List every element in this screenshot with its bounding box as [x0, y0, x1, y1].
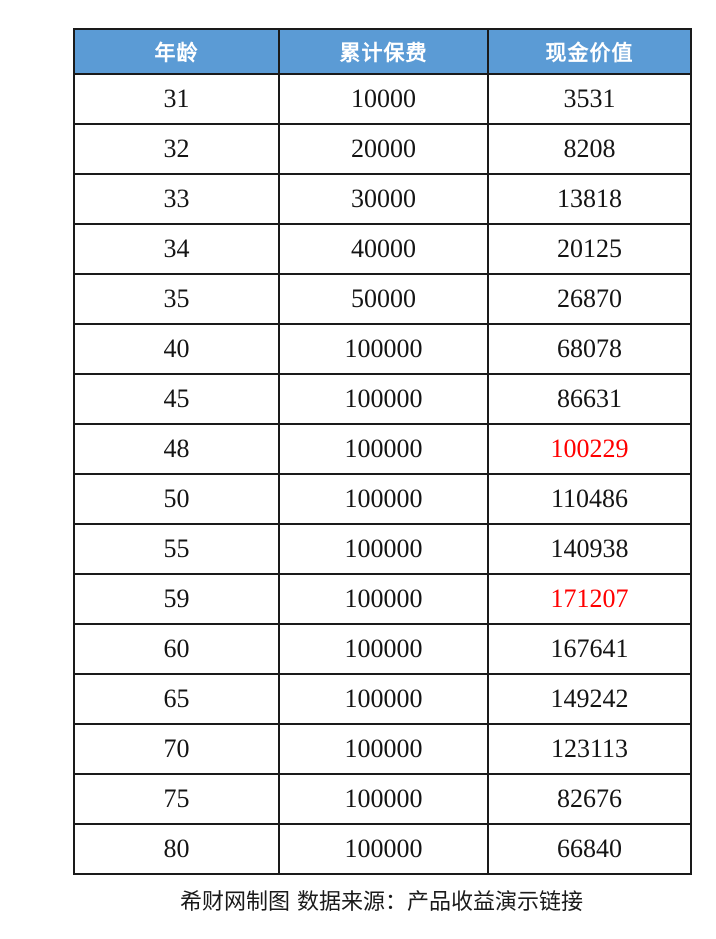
table-row: 31 10000 3531	[73, 73, 692, 125]
table-row: 75 100000 82676	[73, 773, 692, 825]
cell-cash-value: 100229	[487, 423, 692, 475]
cell-age: 33	[73, 173, 280, 225]
cell-cash-value: 66840	[487, 823, 692, 875]
cell-premium: 100000	[278, 723, 489, 775]
table-row: 40 100000 68078	[73, 323, 692, 375]
cash-value-table: 年龄 累计保费 现金价值 31 10000 3531 32 20000 8208 33 300…	[73, 28, 692, 875]
table-row: 45 100000 86631	[73, 373, 692, 425]
cell-age: 40	[73, 323, 280, 375]
cell-premium: 10000	[278, 73, 489, 125]
cell-premium: 40000	[278, 223, 489, 275]
cell-cash-value: 82676	[487, 773, 692, 825]
cell-cash-value: 149242	[487, 673, 692, 725]
table-row: 80 100000 66840	[73, 823, 692, 875]
cell-premium: 50000	[278, 273, 489, 325]
cell-age: 55	[73, 523, 280, 575]
cell-age: 80	[73, 823, 280, 875]
cell-age: 59	[73, 573, 280, 625]
cell-cash-value: 110486	[487, 473, 692, 525]
cell-cash-value: 8208	[487, 123, 692, 175]
cell-age: 75	[73, 773, 280, 825]
cell-age: 31	[73, 73, 280, 125]
table-row: 50 100000 110486	[73, 473, 692, 525]
table-row: 60 100000 167641	[73, 623, 692, 675]
table-row: 59 100000 171207	[73, 573, 692, 625]
cell-premium: 100000	[278, 823, 489, 875]
table-row: 34 40000 20125	[73, 223, 692, 275]
table-row: 55 100000 140938	[73, 523, 692, 575]
source-caption: 希财网制图 数据来源：产品收益演示链接	[180, 890, 583, 915]
cell-age: 70	[73, 723, 280, 775]
cell-age: 60	[73, 623, 280, 675]
cell-age: 50	[73, 473, 280, 525]
header-row: 年龄 累计保费 现金价值	[73, 28, 692, 75]
cell-cash-value: 68078	[487, 323, 692, 375]
cell-age: 65	[73, 673, 280, 725]
cell-premium: 30000	[278, 173, 489, 225]
cell-age: 32	[73, 123, 280, 175]
cell-cash-value: 13818	[487, 173, 692, 225]
table-row: 32 20000 8208	[73, 123, 692, 175]
col-header-cash-value: 现金价值	[487, 28, 692, 75]
cell-premium: 20000	[278, 123, 489, 175]
col-header-age: 年龄	[73, 28, 280, 75]
cell-cash-value: 26870	[487, 273, 692, 325]
cell-premium: 100000	[278, 573, 489, 625]
cell-cash-value: 86631	[487, 373, 692, 425]
table-row: 65 100000 149242	[73, 673, 692, 725]
cell-cash-value: 167641	[487, 623, 692, 675]
cell-cash-value: 3531	[487, 73, 692, 125]
cell-premium: 100000	[278, 373, 489, 425]
cell-premium: 100000	[278, 623, 489, 675]
cell-premium: 100000	[278, 423, 489, 475]
col-header-premium: 累计保费	[278, 28, 489, 75]
table-row: 70 100000 123113	[73, 723, 692, 775]
cell-cash-value: 20125	[487, 223, 692, 275]
cell-cash-value: 123113	[487, 723, 692, 775]
cell-age: 48	[73, 423, 280, 475]
cell-age: 45	[73, 373, 280, 425]
cell-cash-value: 140938	[487, 523, 692, 575]
cell-premium: 100000	[278, 523, 489, 575]
cell-cash-value: 171207	[487, 573, 692, 625]
cell-premium: 100000	[278, 673, 489, 725]
table-row: 33 30000 13818	[73, 173, 692, 225]
table-body: 31 10000 3531 32 20000 8208 33 30000 13818 34 4000…	[73, 73, 692, 875]
table-row: 48 100000 100229	[73, 423, 692, 475]
cell-premium: 100000	[278, 473, 489, 525]
cell-age: 35	[73, 273, 280, 325]
table-row: 35 50000 26870	[73, 273, 692, 325]
cell-premium: 100000	[278, 773, 489, 825]
cell-age: 34	[73, 223, 280, 275]
cell-premium: 100000	[278, 323, 489, 375]
